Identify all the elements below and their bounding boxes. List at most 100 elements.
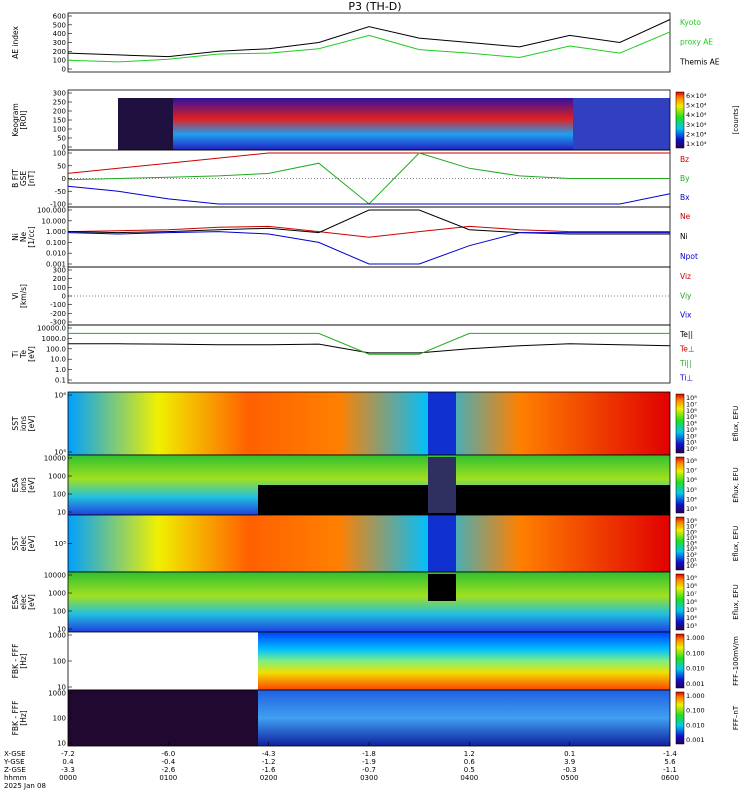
- y-tick-label: -100: [50, 201, 66, 209]
- ephemeris-value: 0.6: [464, 758, 476, 766]
- ephemeris-value: 1.2: [464, 750, 475, 758]
- y-tick-label: 200: [53, 108, 66, 116]
- legend-label: proxy AE: [680, 38, 713, 47]
- y-tick-label: 1000: [48, 473, 66, 481]
- y-tick-label: 10⁶: [54, 392, 66, 400]
- spectrogram-fbk-e: [258, 632, 670, 690]
- y-tick-label: 0: [62, 293, 66, 301]
- colorbar-tick-label: 5×10⁴: [686, 102, 707, 110]
- colorbar-tick-label: 0.100: [686, 707, 705, 715]
- y-axis-label: [nT]: [27, 171, 36, 186]
- ephemeris-value: 0100: [159, 774, 177, 782]
- y-axis-label: FBK - FFF: [11, 644, 20, 679]
- colorbar: [675, 91, 685, 149]
- y-axis-label: GSE: [19, 171, 28, 187]
- y-tick-label: 200: [53, 275, 66, 283]
- colorbar-unit: Eflux, EFU: [732, 467, 740, 502]
- colorbar-tick-label: 10⁵: [686, 534, 697, 542]
- colorbar-unit: Eflux, EFU: [732, 526, 740, 561]
- y-axis-label: ESA: [11, 594, 20, 610]
- colorbar-tick-label: 10³: [686, 622, 697, 630]
- colorbar-tick-label: 10⁷: [686, 400, 697, 408]
- y-axis-label: Ne: [19, 232, 28, 243]
- y-axis-label: [eV]: [27, 477, 36, 493]
- colorbar-tick-label: 10¹: [686, 439, 697, 447]
- panel-esa_elec: 10000 1000 100 10 ESA elec [eV] 10⁹10⁸10⁷10⁶10⁵…: [11, 572, 740, 634]
- colorbar-tick-label: 0.001: [686, 680, 705, 688]
- spectrogram-esa-ion-low: [258, 485, 670, 515]
- y-axis-label: [eV]: [27, 536, 36, 552]
- y-tick-label: 10: [57, 509, 66, 517]
- colorbar-tick-label: 0.010: [686, 665, 705, 673]
- y-tick-label: 100: [53, 57, 66, 65]
- y-axis-label: B FIT: [11, 169, 20, 188]
- plot-title: P3 (TH-D): [348, 0, 401, 13]
- y-tick-label: 100: [53, 715, 66, 723]
- y-axis-label: [1/cc]: [27, 226, 36, 247]
- y-axis-label: AE index: [11, 26, 20, 59]
- y-axis-label: Keogram: [11, 103, 20, 137]
- y-axis-label: [eV]: [27, 346, 36, 362]
- ephemeris-value: 0000: [59, 774, 77, 782]
- spectrogram-fbk-b-early: [68, 690, 258, 746]
- series-ti-: [68, 332, 670, 355]
- legend-label: Ti⊥: [679, 374, 693, 383]
- keogram-dark-segment: [118, 98, 173, 150]
- colorbar-tick-label: 10³: [686, 545, 697, 553]
- y-axis-label: ESA: [11, 477, 20, 493]
- colorbar-tick-label: 1×10⁴: [686, 140, 707, 148]
- y-axis-label: elec: [19, 536, 28, 551]
- y-tick-label: -100: [50, 301, 66, 309]
- legend-label: Npot: [680, 252, 698, 261]
- spectrogram-esa-elec-gap: [428, 574, 456, 601]
- legend-label: Bx: [680, 193, 690, 202]
- colorbar-tick-label: 10⁸: [686, 394, 697, 402]
- y-axis-label: [eV]: [27, 594, 36, 610]
- y-tick-label: -200: [50, 310, 66, 318]
- colorbar-tick-label: 10⁰: [686, 445, 697, 453]
- legend-label: Kyoto: [680, 18, 701, 27]
- colorbar-tick-label: 4×10⁴: [686, 111, 707, 119]
- y-tick-label: 10: [57, 684, 66, 692]
- legend-label: Bz: [680, 155, 689, 164]
- y-tick-label: 0.010: [46, 250, 66, 258]
- ephemeris-value: 0.1: [564, 750, 575, 758]
- y-tick-label: 10⁵: [54, 449, 66, 457]
- colorbar-unit: Eflux, EFU: [732, 584, 740, 619]
- legend-label: Ne: [680, 212, 691, 221]
- y-tick-label: 1000: [48, 632, 66, 640]
- ephemeris-value: 0600: [661, 774, 679, 782]
- y-tick-label: 0: [62, 66, 66, 74]
- y-axis-label: [Hz]: [19, 653, 28, 669]
- y-tick-label: 10.0: [50, 356, 66, 364]
- legend-label: Te⊥: [679, 345, 694, 354]
- series-themis-ae: [67, 19, 671, 58]
- panel-fbk_e: 1000 100 10 FBK - FFF [Hz] 1.000 0.100 0.010 0.0…: [11, 632, 740, 692]
- legend-label: Vix: [680, 311, 692, 320]
- panel-frame: [67, 324, 671, 384]
- colorbar-tick-label: 10²: [686, 432, 697, 440]
- ephemeris-row-label: hhmm: [4, 774, 27, 782]
- colorbar-tick-label: 10⁶: [686, 476, 697, 484]
- legend-label: Themis AE: [679, 57, 720, 66]
- colorbar-tick-label: 10²: [686, 551, 697, 559]
- ephemeris-value: -7.2: [61, 750, 75, 758]
- panel-frame: [67, 12, 671, 73]
- ephemeris-value: -1.9: [362, 758, 376, 766]
- y-tick-label: 10000: [44, 455, 66, 463]
- ephemeris-value: -0.7: [362, 766, 376, 774]
- y-tick-label: 0: [62, 144, 66, 152]
- y-tick-label: 200: [53, 48, 66, 56]
- y-tick-label: 0: [62, 175, 66, 183]
- colorbar-tick-label: 10⁶: [686, 528, 697, 536]
- ephemeris-value: -1.6: [262, 766, 276, 774]
- ephemeris-value: -0.3: [563, 766, 577, 774]
- ephemeris-value: 0500: [561, 774, 579, 782]
